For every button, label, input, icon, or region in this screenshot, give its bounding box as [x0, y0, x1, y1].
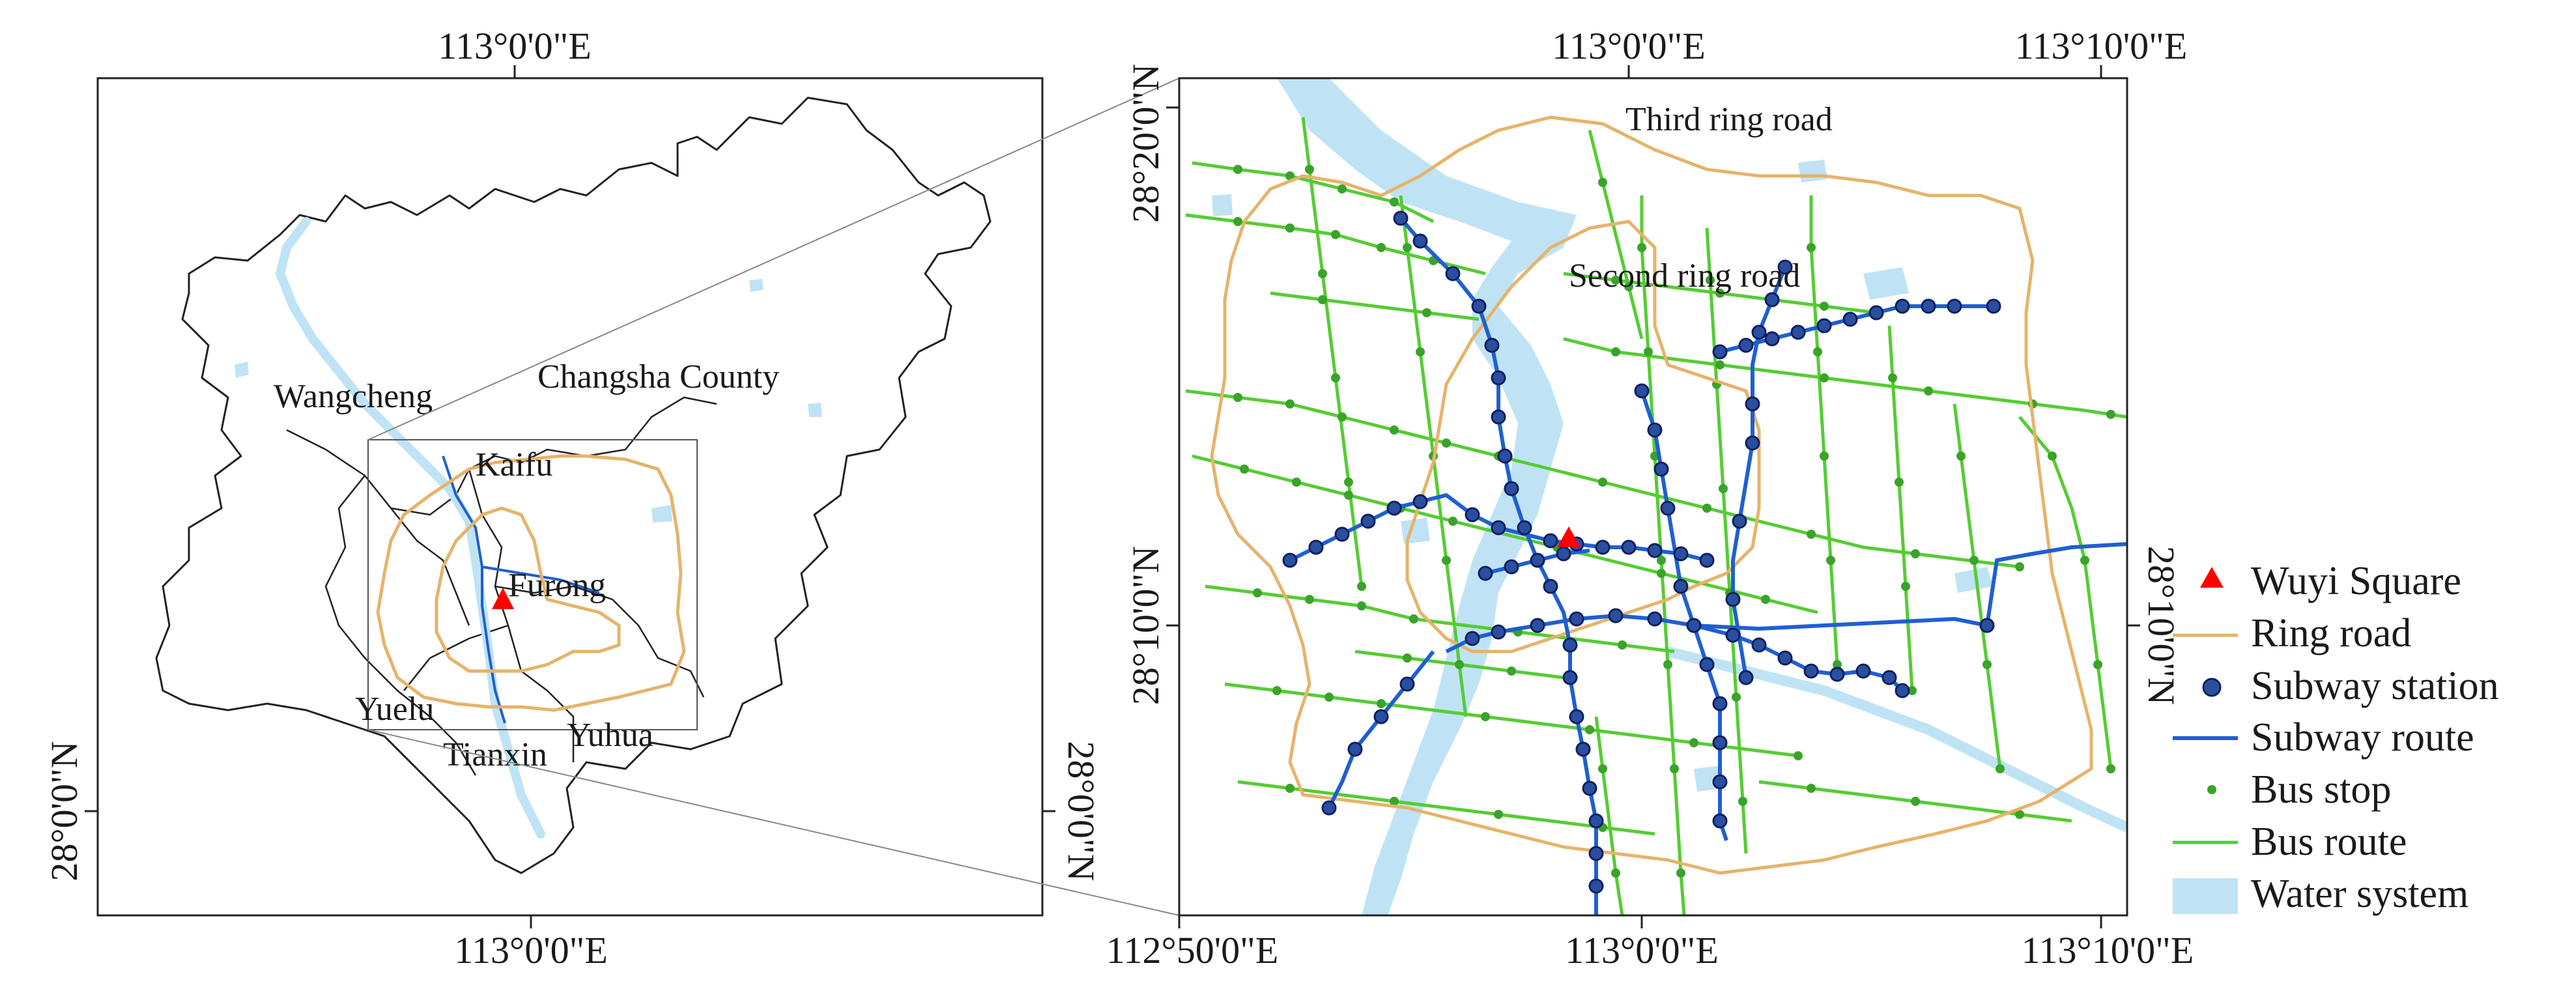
detail-right-latitude: 28°10'0"N — [2140, 546, 2182, 705]
wuyi-square-detail-marker — [1557, 526, 1581, 547]
legend-bus-stop-icon — [2207, 785, 2216, 794]
second-ring-road — [1405, 220, 1761, 653]
xiang-river-detail — [1277, 78, 1577, 915]
legend-label-wuyi-square: Wuyi Square — [2251, 559, 2461, 603]
district-borders — [286, 396, 717, 776]
detail-bottom-longitude-2: 113°0'0"E — [1565, 929, 1719, 971]
legend-label-subway-route: Subway route — [2251, 715, 2474, 760]
overview-map-frame — [96, 77, 1044, 917]
overview-left-latitude: 28°0'0"N — [43, 741, 85, 881]
zoom-extent-box — [367, 439, 698, 730]
legend-label-water-system: Water system — [2251, 872, 2469, 916]
overview-map: Wangcheng Changsha County Kaifu Furong Y… — [43, 25, 1102, 971]
overview-right-latitude: 28°0'0"N — [1060, 741, 1102, 881]
legend: Wuyi Square Ring road Subway station Sub… — [2173, 559, 2499, 916]
district-label-changsha-county: Changsha County — [537, 358, 779, 395]
detail-map-frame — [1178, 77, 2128, 917]
third-ring-road-label: Third ring road — [1625, 101, 1833, 138]
detail-map: Third ring road Second ring road 113°0'0… — [1106, 25, 2194, 971]
overview-third-ring — [376, 454, 686, 712]
legend-label-bus-stop: Bus stop — [2251, 767, 2391, 812]
legend-subway-station-icon — [2202, 678, 2222, 697]
legend-water-system-icon — [2173, 878, 2238, 914]
district-label-wangcheng: Wangcheng — [274, 378, 433, 415]
overview-second-ring — [435, 506, 621, 673]
zoom-connector-bottom — [367, 729, 1180, 916]
detail-bottom-longitude-1: 112°50'0"E — [1106, 929, 1279, 971]
changsha-boundary — [155, 96, 992, 874]
subway-stations — [1282, 210, 2001, 894]
detail-bottom-longitude-3: 113°10'0"E — [2022, 929, 2194, 971]
third-ring-road — [1210, 115, 2093, 875]
wuyi-square-marker — [492, 588, 514, 609]
district-label-yuelu: Yuelu — [355, 691, 434, 728]
detail-map-background — [1179, 78, 2127, 915]
legend-label-ring-road: Ring road — [2251, 611, 2411, 655]
district-label-kaifu: Kaifu — [476, 446, 552, 483]
detail-left-latitude-1: 28°20'0"N — [1124, 64, 1167, 223]
detail-top-longitude-2: 113°10'0"E — [2015, 25, 2188, 67]
legend-label-bus-route: Bus route — [2251, 820, 2407, 864]
bus-stop-points — [1233, 165, 2115, 878]
zoom-connector-top — [367, 78, 1180, 440]
overview-top-longitude: 113°0'0"E — [438, 25, 592, 67]
xiang-river — [275, 217, 545, 838]
district-label-yuhua: Yuhua — [567, 717, 653, 754]
second-ring-road-label: Second ring road — [1569, 257, 1800, 294]
legend-wuyi-square-icon — [2200, 567, 2224, 588]
detail-top-longitude-1: 113°0'0"E — [1552, 25, 1706, 67]
district-label-furong: Furong — [508, 567, 606, 604]
legend-label-subway-station: Subway station — [2251, 664, 2499, 708]
detail-left-latitude-2: 28°10'0"N — [1124, 546, 1167, 705]
overview-bottom-longitude: 113°0'0"E — [454, 929, 608, 971]
